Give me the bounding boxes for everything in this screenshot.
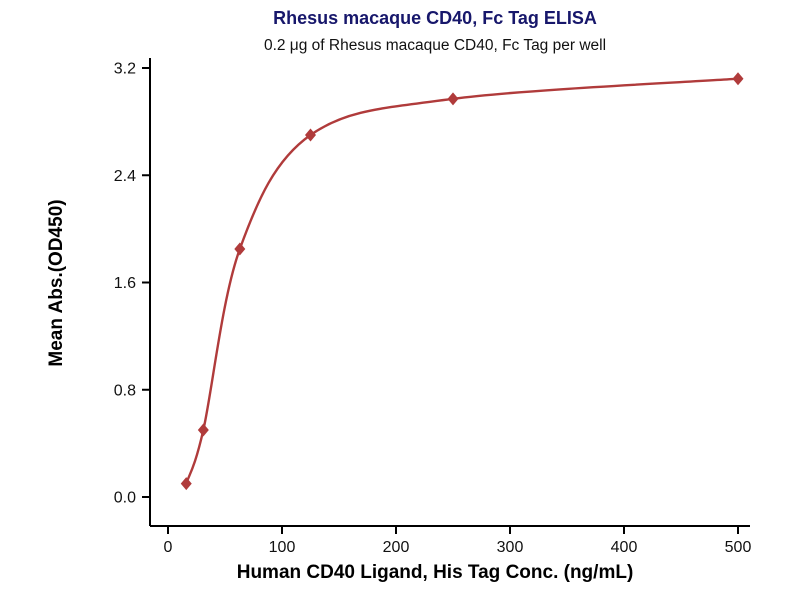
x-axis-label: Human CD40 Ligand, His Tag Conc. (ng/mL) [236,562,634,583]
x-tick-label: 0 [164,539,173,556]
y-tick-label: 2.4 [114,168,136,185]
y-tick-label: 3.2 [114,61,136,78]
x-tick-label: 500 [725,539,752,556]
data-point-marker [447,92,459,106]
x-tick-label: 200 [383,539,410,556]
y-tick-label: 0.0 [114,490,136,507]
data-point-marker [197,423,209,437]
data-point-marker [305,128,316,142]
chart-title: Rhesus macaque CD40, Fc Tag ELISA [273,8,597,28]
data-point-marker [732,72,744,86]
y-tick-label: 0.8 [114,382,136,399]
data-point-marker [234,242,246,256]
data-point-marker [180,477,192,491]
x-tick-label: 300 [497,539,524,556]
x-tick-label: 400 [611,539,638,556]
fit-curve [185,77,740,485]
y-tick-label: 1.6 [114,275,136,292]
chart-subtitle: 0.2 μg of Rhesus macaque CD40, Fc Tag pe… [263,37,607,54]
x-tick-label: 100 [269,539,296,556]
